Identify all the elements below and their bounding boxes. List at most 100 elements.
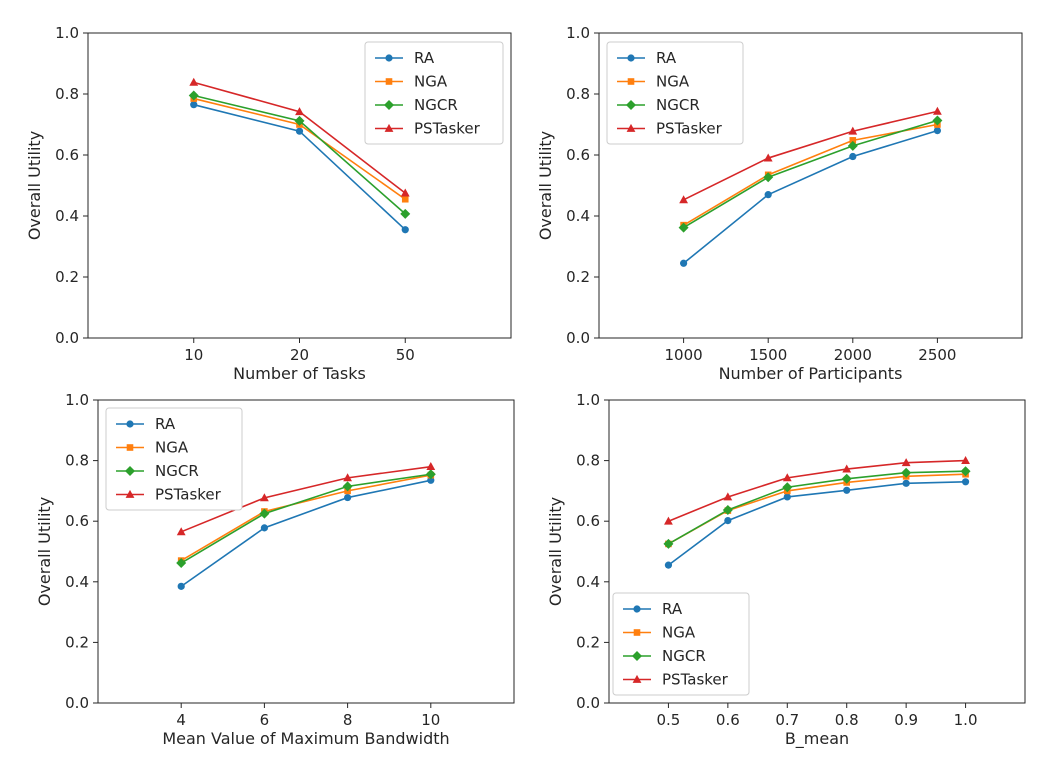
data-point (763, 172, 774, 183)
data-point (723, 492, 733, 501)
legend-marker (125, 466, 135, 476)
y-tick-label: 0.4 (566, 207, 590, 225)
legend-box (105, 407, 243, 511)
y-tick-label: 0.0 (55, 329, 79, 347)
legend: RA NGA NGCR PSTasker (612, 592, 750, 696)
data-point (401, 195, 409, 203)
legend-marker (385, 78, 393, 85)
legend-label-nga: NGA (662, 624, 696, 642)
series-pstasker (176, 462, 436, 536)
series-pstasker (189, 77, 410, 197)
data-point (427, 476, 435, 484)
series-ra (680, 127, 942, 267)
data-point (294, 115, 305, 126)
data-point (401, 226, 409, 234)
y-tick-label: 0.2 (576, 633, 600, 651)
data-point (842, 464, 852, 473)
x-tick-label: 6 (260, 711, 270, 729)
data-point (849, 137, 857, 144)
x-axis-label: Number of Participants (719, 364, 903, 383)
data-point (400, 208, 411, 219)
x-tick-label: 0.6 (716, 711, 740, 729)
y-tick-label: 0.6 (55, 146, 79, 164)
data-point (342, 481, 353, 492)
data-point (663, 538, 674, 549)
series-ra (190, 101, 409, 234)
data-point (961, 456, 970, 464)
legend-marker (633, 629, 641, 636)
legend-label-pstasker: PSTasker (656, 120, 723, 138)
legend-label-ra: RA (414, 49, 435, 67)
data-point (176, 527, 186, 536)
legend: RA NGA NGCR PSTasker (364, 41, 504, 145)
x-tick-label: 1000 (665, 346, 703, 364)
data-point (259, 508, 270, 519)
legend-label-nga: NGA (155, 439, 189, 457)
chart-panel-1: 0.0 0.2 0.4 0.6 0.8 1.0 10 20 50 Number of Tasks O… (25, 24, 512, 383)
y-axis-label: Overall Utility (25, 131, 44, 240)
y-tick-label: 0.2 (566, 268, 590, 286)
chart-panel-4: 0.0 0.2 0.4 0.6 0.8 1.0 0.5 0.6 0.7 0.8 0.9 1.0 B_me… (546, 391, 1026, 749)
y-tick-label: 1.0 (55, 24, 79, 42)
y-tick-label: 0.4 (576, 573, 600, 591)
y-tick-label: 0.0 (65, 694, 89, 712)
legend-marker (632, 674, 642, 683)
legend-box (364, 41, 504, 145)
x-tick-label: 2500 (918, 346, 956, 364)
data-point (426, 462, 436, 471)
data-point (848, 126, 858, 135)
data-point (679, 195, 688, 204)
axes-frame (598, 32, 1023, 339)
series-line-pstasker (683, 110, 938, 201)
series-ngcr (663, 466, 971, 549)
y-tick-label: 0.8 (55, 85, 79, 103)
legend-label-nga: NGA (414, 73, 448, 91)
y-tick-label: 0.6 (566, 146, 590, 164)
data-point (724, 516, 732, 525)
y-tick-label: 0.2 (55, 268, 79, 286)
data-point (902, 479, 910, 487)
legend: RA NGA NGCR PSTasker (105, 407, 243, 511)
legend-label-ra: RA (662, 600, 683, 618)
x-axis-label: Number of Tasks (233, 364, 366, 383)
legend-box (612, 592, 750, 696)
legend-marker (125, 489, 135, 498)
data-point (678, 222, 689, 233)
x-tick-label: 10 (184, 346, 203, 364)
legend-label-ngcr: NGCR (155, 462, 199, 480)
data-point (177, 582, 185, 590)
data-point (344, 493, 352, 502)
y-axis-label: Overall Utility (546, 497, 565, 606)
x-tick-label: 50 (396, 346, 415, 364)
y-tick-label: 0.8 (576, 452, 600, 470)
data-point (933, 106, 942, 115)
series-line-nga (180, 474, 431, 562)
legend: RA NGA NGCR PSTasker (606, 41, 744, 145)
x-axis-label: B_mean (785, 729, 849, 749)
x-tick-label: 0.7 (775, 711, 799, 729)
y-tick-label: 0.6 (65, 512, 89, 530)
legend-label-ngcr: NGCR (656, 96, 700, 114)
legend-marker (632, 651, 642, 661)
data-point (425, 469, 436, 480)
y-tick-label: 0.8 (65, 452, 89, 470)
legend-label-ra: RA (656, 49, 677, 67)
legend-marker (633, 605, 641, 613)
series-ra (664, 478, 970, 569)
series-pstasker (664, 456, 970, 525)
x-tick-label: 0.5 (656, 711, 680, 729)
y-tick-label: 0.8 (566, 85, 590, 103)
data-point (960, 466, 971, 477)
data-point (176, 558, 187, 569)
series-line-ngcr (683, 119, 938, 229)
legend-marker (126, 444, 134, 451)
x-axis-label: Mean Value of Maximum Bandwidth (162, 729, 449, 748)
data-point (664, 516, 673, 525)
series-line-pstasker (180, 465, 431, 533)
data-point (188, 90, 199, 101)
y-tick-label: 1.0 (566, 24, 590, 42)
legend-marker (385, 54, 393, 62)
legend-marker (626, 123, 636, 132)
